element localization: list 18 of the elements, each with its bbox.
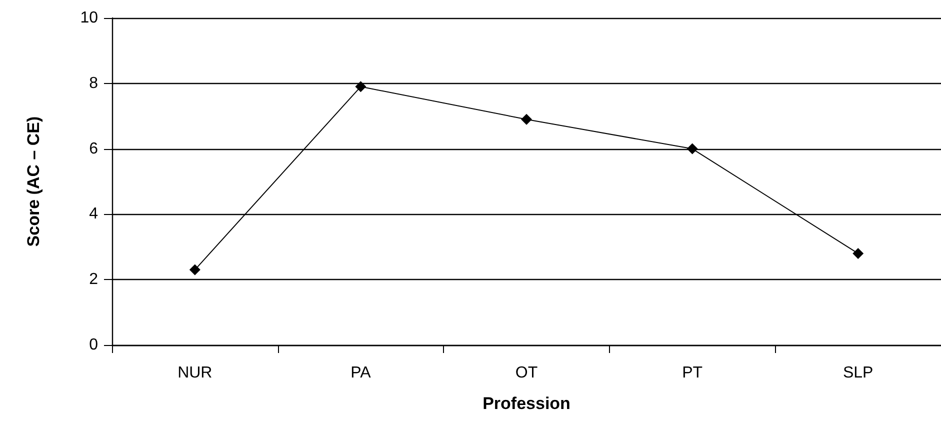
point [355, 81, 366, 92]
x-tick-label: PA [350, 364, 372, 382]
point [521, 114, 532, 125]
x-tick-label: NUR [178, 364, 212, 382]
y-tick-label: 0 [89, 336, 98, 354]
y-tick-label: 8 [89, 74, 98, 92]
point [686, 143, 698, 154]
point [852, 248, 864, 259]
y-tick-label: 2 [89, 271, 98, 288]
y-tick-label: 4 [89, 206, 98, 223]
x-axis-title: Profession [482, 394, 570, 413]
y-axis-title: Score (AC – CE) [24, 116, 43, 247]
x-tick-label: OT [515, 364, 538, 382]
x-tick-label: PT [682, 364, 703, 382]
y-tick-label: 10 [80, 10, 98, 26]
y-tick-label: 6 [89, 140, 98, 158]
x-tick-label: SLP [842, 364, 874, 382]
point [189, 264, 200, 276]
